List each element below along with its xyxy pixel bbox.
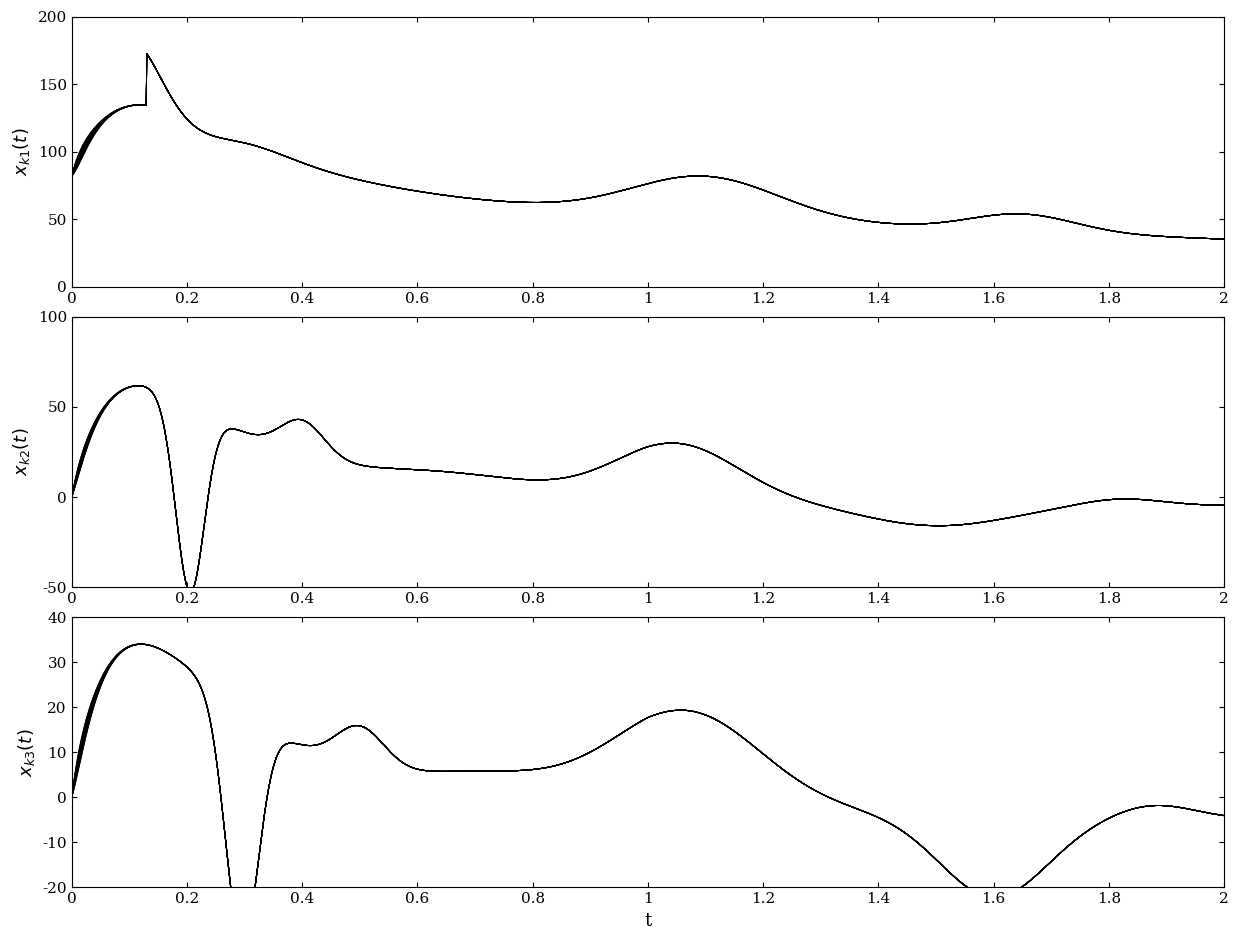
Y-axis label: $x_{k1}(t)$: $x_{k1}(t)$	[11, 128, 32, 176]
Y-axis label: $x_{k2}(t)$: $x_{k2}(t)$	[11, 428, 32, 476]
Y-axis label: $x_{k3}(t)$: $x_{k3}(t)$	[16, 728, 37, 776]
X-axis label: t: t	[645, 912, 651, 930]
